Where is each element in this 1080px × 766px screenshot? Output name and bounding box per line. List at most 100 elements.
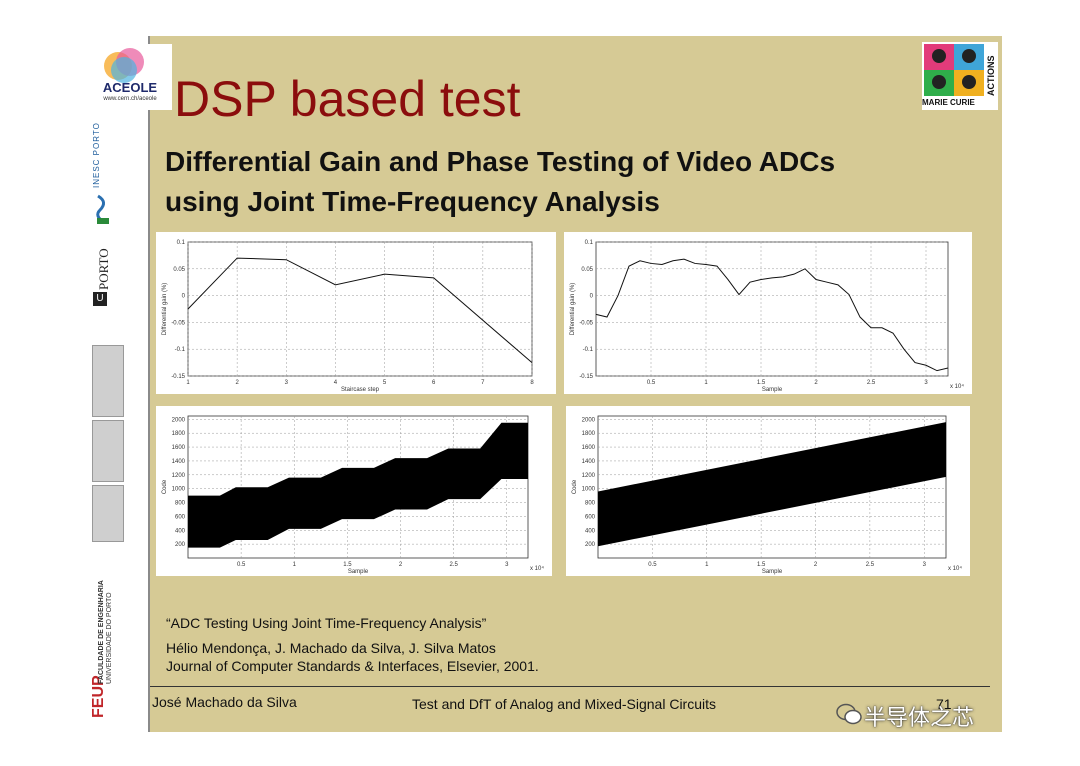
x-tick-label: 1 [186, 380, 190, 386]
y-tick-label: -0.15 [579, 374, 593, 380]
y-tick-label: 1200 [172, 473, 186, 479]
x-tick-label: 1 [704, 380, 708, 386]
y-tick-label: 1600 [582, 445, 596, 451]
y-tick-label: -0.15 [171, 374, 185, 380]
y-tick-label: -0.1 [583, 347, 594, 353]
y-tick-label: -0.05 [579, 320, 593, 326]
x-axis-label: Sample [762, 569, 783, 575]
reference-journal: Journal of Computer Standards & Interfac… [166, 658, 539, 674]
x-axis-multiplier: x 10⁴ [950, 383, 964, 390]
y-tick-label: 600 [175, 514, 186, 520]
subtitle-line: Differential Gain and Phase Testing of V… [165, 146, 836, 177]
x-tick-label: 6 [432, 380, 436, 386]
series-line [595, 258, 949, 372]
x-axis-label: Sample [348, 569, 369, 575]
y-tick-label: 800 [585, 501, 596, 507]
slide-title: DSP based test [174, 71, 521, 127]
subtitle-line: using Joint Time-Frequency Analysis [165, 186, 660, 217]
x-tick-label: 1.5 [757, 380, 766, 386]
y-tick-label: 0.1 [585, 240, 594, 246]
building-photo [92, 485, 124, 542]
marie-curie-faces-icon [924, 44, 984, 96]
building-photo [92, 345, 124, 417]
series-band [188, 422, 528, 548]
x-tick-label: 0.5 [648, 562, 657, 568]
footer-divider [150, 686, 990, 687]
y-tick-label: 0.1 [177, 240, 186, 246]
footer-course: Test and DfT of Analog and Mixed-Signal … [412, 696, 717, 712]
reference-authors: Hélio Mendonça, J. Machado da Silva, J. … [166, 640, 496, 656]
plot-differential-gain-sample: 0.5 1 1.5 2 2.5 3 -0.15 -0.1 -0.05 0 0.05 0.1 Sample… [564, 232, 972, 394]
footer-page-number: 71 [936, 696, 952, 712]
y-tick-label: 1800 [582, 431, 596, 437]
y-tick-label: 0.05 [173, 267, 185, 273]
series-band [598, 422, 946, 547]
plot-differential-gain-staircase: 1 2 3 4 5 6 7 8 -0.15 -0.1 -0.05 0 0.05 0.1 Staircase … [156, 232, 556, 394]
x-tick-label: 3 [505, 562, 509, 568]
y-tick-label: 800 [175, 501, 186, 507]
x-tick-label: 4 [334, 380, 338, 386]
x-tick-label: 2 [399, 562, 403, 568]
x-tick-label: 8 [530, 380, 534, 386]
marie-curie-actions-text: ACTIONS [986, 55, 996, 97]
plot-frame [595, 241, 949, 377]
y-axis-label: Code [162, 479, 168, 494]
x-tick-label: 2 [814, 380, 818, 386]
y-tick-label: 1000 [582, 487, 596, 493]
x-tick-label: 3 [924, 380, 928, 386]
y-tick-label: 200 [175, 542, 186, 548]
x-axis-multiplier: x 10⁴ [948, 565, 962, 572]
watermark-text: 半导体之芯 [864, 705, 975, 730]
y-axis-label: Code [572, 479, 578, 494]
x-tick-label: 1.5 [757, 562, 766, 568]
y-tick-label: 0.05 [581, 267, 593, 273]
x-tick-label: 0.5 [237, 562, 246, 568]
plot-code-ramp: 0.5 1 1.5 2 2.5 3 200 400 600 800 1000 1200 1400 1600… [566, 406, 970, 576]
y-tick-label: 1600 [172, 445, 186, 451]
y-tick-label: 400 [175, 528, 186, 534]
x-tick-label: 2 [814, 562, 818, 568]
x-tick-label: 1.5 [343, 562, 352, 568]
x-tick-label: 2.5 [867, 380, 876, 386]
slide-subtitle: Differential Gain and Phase Testing of V… [165, 142, 985, 222]
y-tick-label: 1000 [172, 487, 186, 493]
marie-curie-logo: MARIE CURIE ACTIONS [922, 42, 998, 110]
x-tick-label: 3 [285, 380, 289, 386]
x-tick-label: 2.5 [449, 562, 458, 568]
feup-faculty-text: FACULDADE DE ENGENHARIA [98, 580, 105, 684]
y-tick-label: 0 [182, 294, 186, 300]
x-axis-multiplier: x 10⁴ [530, 565, 544, 572]
plot-frame [187, 241, 533, 377]
y-tick-label: 1400 [582, 459, 596, 465]
x-tick-label: 2 [235, 380, 239, 386]
reference-paper-title: “ADC Testing Using Joint Time-Frequency … [166, 615, 487, 631]
x-tick-label: 2.5 [866, 562, 875, 568]
y-tick-label: 200 [585, 542, 596, 548]
x-tick-label: 0.5 [647, 380, 656, 386]
x-tick-label: 3 [923, 562, 927, 568]
y-tick-label: 2000 [582, 417, 596, 423]
x-tick-label: 1 [705, 562, 709, 568]
inesc-porto-logo: INESC PORTO [92, 122, 101, 188]
feup-university-text: UNIVERSIDADE DO PORTO [106, 592, 113, 684]
y-tick-label: -0.05 [171, 320, 185, 326]
series-line [187, 257, 533, 363]
aceole-logo-text: ACEOLE [102, 80, 158, 95]
y-tick-label: 1800 [172, 431, 186, 437]
wechat-icon [836, 703, 862, 725]
footer-author: José Machado da Silva [152, 694, 297, 710]
y-tick-label: 1200 [582, 473, 596, 479]
y-tick-label: 400 [585, 528, 596, 534]
y-tick-label: 0 [590, 294, 594, 300]
x-axis-label: Sample [762, 387, 783, 393]
x-axis-label: Staircase step [341, 387, 380, 393]
inesc-logo-mark [96, 194, 109, 224]
y-tick-label: -0.1 [175, 347, 186, 353]
x-tick-label: 5 [383, 380, 387, 386]
y-tick-label: 600 [585, 514, 596, 520]
y-tick-label: 1400 [172, 459, 186, 465]
aceole-url: www.cern.ch/aceole [103, 96, 157, 102]
x-tick-label: 7 [481, 380, 485, 386]
plot-code-staircase: 0.5 1 1.5 2 2.5 3 200 400 600 800 1000 1200 1400 1600… [156, 406, 552, 576]
aceole-logo-circles [104, 48, 144, 83]
